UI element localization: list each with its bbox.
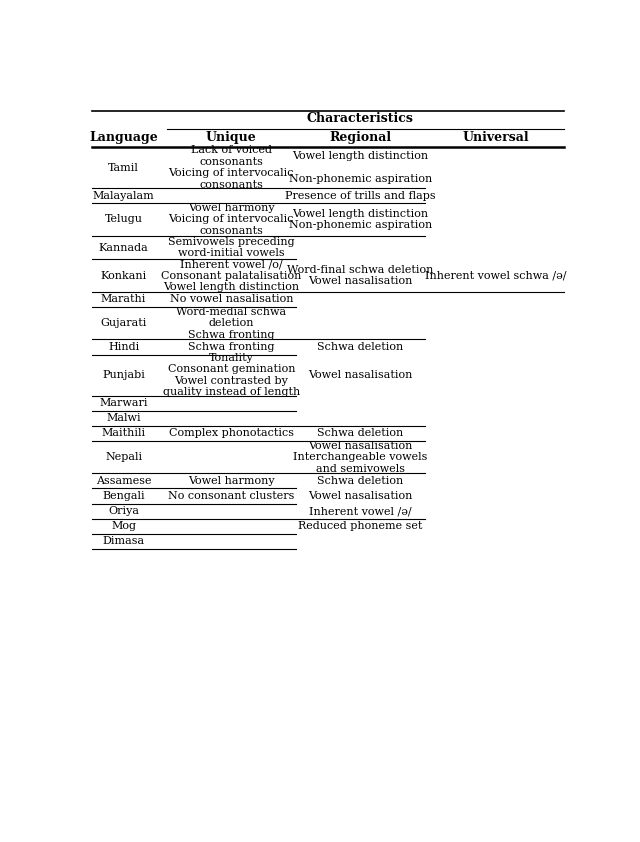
Text: Konkani: Konkani (100, 270, 147, 280)
Text: Malayalam: Malayalam (93, 190, 154, 200)
Text: Schwa deletion: Schwa deletion (317, 476, 403, 486)
Text: Gujarati: Gujarati (100, 318, 147, 328)
Text: Telugu: Telugu (105, 215, 143, 225)
Text: Word-medial schwa
deletion
Schwa fronting: Word-medial schwa deletion Schwa frontin… (176, 306, 286, 340)
Text: Characteristics: Characteristics (307, 112, 413, 125)
Text: Schwa deletion: Schwa deletion (317, 429, 403, 439)
Text: Schwa deletion: Schwa deletion (317, 342, 403, 352)
Text: Kannada: Kannada (99, 242, 148, 253)
Text: Vowel harmony: Vowel harmony (188, 476, 275, 486)
Text: Inherent vowel /ə/: Inherent vowel /ə/ (309, 506, 412, 516)
Text: Word-final schwa deletion
Vowel nasalisation: Word-final schwa deletion Vowel nasalisa… (287, 265, 433, 286)
Text: Vowel nasalisation
Interchangeable vowels
and semivowels: Vowel nasalisation Interchangeable vowel… (293, 440, 428, 474)
Text: Vowel length distinction

Non-phonemic aspiration: Vowel length distinction Non-phonemic as… (289, 151, 432, 184)
Text: Oriya: Oriya (108, 506, 139, 516)
Text: Marwari: Marwari (99, 398, 148, 408)
Text: Reduced phoneme set: Reduced phoneme set (298, 521, 422, 531)
Text: Tonality
Consonant gemination
Vowel contrasted by
quality instead of length: Tonality Consonant gemination Vowel cont… (163, 353, 300, 397)
Text: No vowel nasalisation: No vowel nasalisation (170, 295, 293, 305)
Text: Presence of trills and flaps: Presence of trills and flaps (285, 190, 436, 200)
Text: Inherent vowel schwa /ə/: Inherent vowel schwa /ə/ (425, 270, 566, 280)
Text: Complex phonotactics: Complex phonotactics (169, 429, 294, 439)
Text: Schwa fronting: Schwa fronting (188, 342, 275, 352)
Text: Malwi: Malwi (106, 413, 141, 424)
Text: Lack of voiced
consonants
Voicing of intervocalic
consonants: Lack of voiced consonants Voicing of int… (168, 145, 294, 190)
Text: Hindi: Hindi (108, 342, 140, 352)
Text: Punjabi: Punjabi (102, 370, 145, 380)
Text: No consonant clusters: No consonant clusters (168, 491, 294, 501)
Text: Maithili: Maithili (102, 429, 146, 439)
Text: Semivowels preceding
word-initial vowels: Semivowels preceding word-initial vowels (168, 237, 294, 258)
Text: Universal: Universal (462, 131, 529, 145)
Text: Vowel nasalisation: Vowel nasalisation (308, 491, 412, 501)
Text: Dimasa: Dimasa (102, 536, 145, 546)
Text: Unique: Unique (206, 131, 257, 145)
Text: Assamese: Assamese (96, 476, 152, 486)
Text: Vowel nasalisation: Vowel nasalisation (308, 370, 412, 380)
Text: Bengali: Bengali (102, 491, 145, 501)
Text: Regional: Regional (329, 131, 391, 145)
Text: Nepali: Nepali (105, 452, 142, 462)
Text: Mog: Mog (111, 521, 136, 531)
Text: Marathi: Marathi (101, 295, 147, 305)
Text: Tamil: Tamil (108, 163, 139, 173)
Text: Vowel length distinction
Non-phonemic aspiration: Vowel length distinction Non-phonemic as… (289, 209, 432, 230)
Text: Inherent vowel /o/
Consonant palatalisation
Vowel length distinction: Inherent vowel /o/ Consonant palatalisat… (161, 259, 301, 292)
Text: Language: Language (89, 131, 158, 145)
Text: Vowel harmony
Voicing of intervocalic
consonants: Vowel harmony Voicing of intervocalic co… (168, 203, 294, 236)
